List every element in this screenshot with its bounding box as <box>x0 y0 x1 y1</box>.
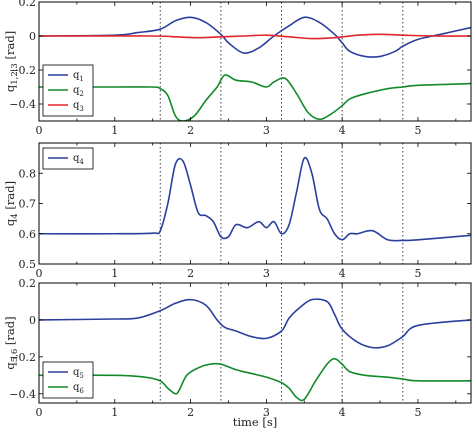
legend-box <box>42 361 94 399</box>
x-tick-label: 3 <box>263 406 270 419</box>
y-tick-label: 0.7 <box>19 198 37 211</box>
y-tick-label: 0.2 <box>19 277 37 290</box>
y-tick-label: −0.2 <box>9 351 36 364</box>
series-line-q6 <box>39 357 471 402</box>
y-tick-label: 0.2 <box>19 0 37 9</box>
plot-area <box>39 156 471 242</box>
x-tick-label: 3 <box>263 267 270 280</box>
x-tick-label: 2 <box>187 267 194 280</box>
y-axis-label: q1,2,3 [rad] <box>3 31 20 92</box>
y-tick-label: −0.2 <box>9 64 36 77</box>
x-tick-label: 5 <box>414 267 421 280</box>
plot-area <box>39 298 471 402</box>
series-line-q1 <box>39 16 471 58</box>
x-tick-label: 4 <box>339 406 346 419</box>
y-tick-label: 0.8 <box>19 167 37 180</box>
x-tick-label: 5 <box>414 124 421 137</box>
y-tick-label: 0 <box>29 30 36 43</box>
legend-label-q2: q2 <box>73 85 84 98</box>
axes-frame <box>38 282 472 404</box>
legend-label-q6: q6 <box>73 382 84 395</box>
series-line-q4 <box>39 156 471 242</box>
x-tick-label: 2 <box>187 406 194 419</box>
chart-panel-1: 0 1 2 3 4 5 0.2 0 −0.2 −0.4 q1,2,3 [rad] q1 q2 q3 <box>3 0 472 137</box>
x-tick-label: 4 <box>339 267 346 280</box>
series-line-q5 <box>39 298 471 349</box>
x-tick-label: 0 <box>36 124 43 137</box>
x-tick-label: 1 <box>111 406 118 419</box>
legend-label-q4: q4 <box>73 153 84 166</box>
legend-label-q3: q3 <box>73 100 84 113</box>
x-tick-label: 4 <box>339 124 346 137</box>
y-tick-label: −0.4 <box>9 98 36 111</box>
legend-label-q5: q5 <box>73 367 84 380</box>
axes-frame <box>38 142 472 265</box>
x-tick-label: 0 <box>36 406 43 419</box>
series-line-q3 <box>39 33 471 40</box>
y-axis-label: q5,6 [rad] <box>3 316 20 369</box>
y-axis-label: q4 [rad] <box>3 181 20 226</box>
y-tick-label: 0 <box>29 314 36 327</box>
series-line-q2 <box>39 74 471 121</box>
x-tick-label: 1 <box>111 267 118 280</box>
chart-panel-2: 0 1 2 3 4 5 0.5 0.6 0.7 0.8q4 [rad] q4 <box>3 142 472 280</box>
y-tick-label: 0.5 <box>19 258 37 271</box>
x-axis-label: time [s] <box>233 415 278 429</box>
legend-label-q1: q1 <box>73 70 84 83</box>
axes-frame <box>38 1 472 122</box>
legend: q1 q2 q3 <box>42 64 94 117</box>
y-tick-label: 0.6 <box>19 228 37 241</box>
legend: q4 <box>42 147 94 170</box>
x-tick-label: 0 <box>36 267 43 280</box>
plot-area <box>39 16 471 121</box>
x-tick-label: 2 <box>187 124 194 137</box>
x-tick-label: 3 <box>263 124 270 137</box>
x-tick-label: 1 <box>111 124 118 137</box>
y-tick-label: −0.4 <box>9 388 36 401</box>
x-tick-label: 5 <box>414 406 421 419</box>
